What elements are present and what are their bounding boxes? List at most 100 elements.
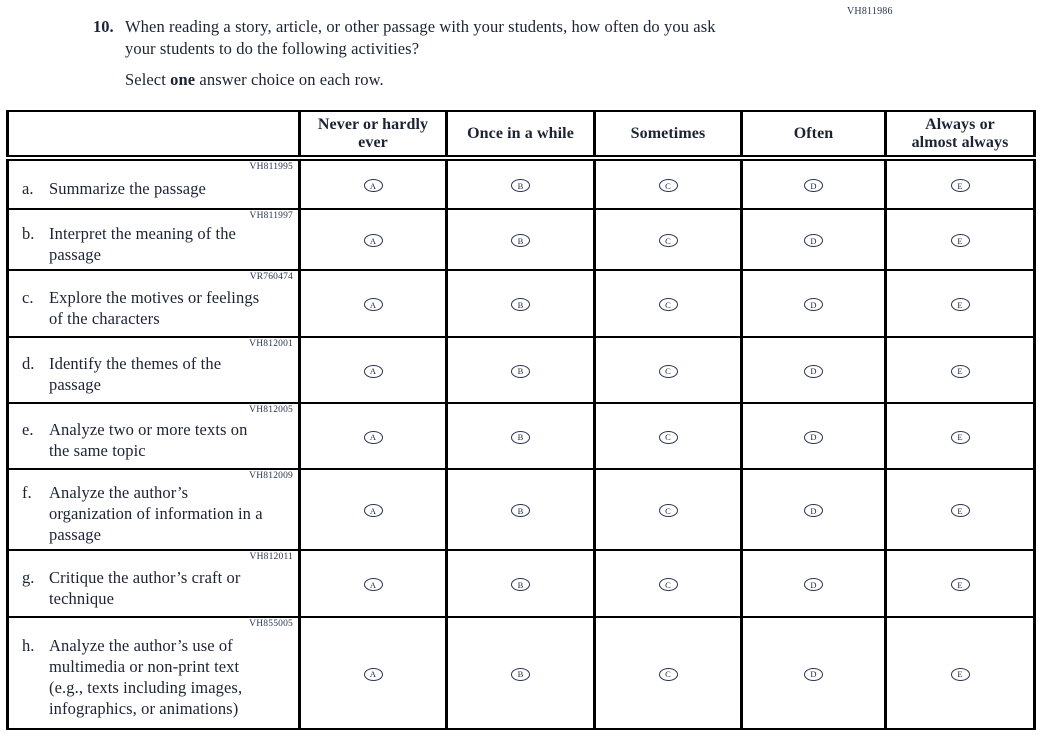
option-bubble-b[interactable]: B [511, 179, 530, 193]
option-bubble-c[interactable]: C [658, 298, 678, 312]
option-cell: B [445, 549, 596, 618]
option-bubble-c[interactable]: C [658, 234, 678, 248]
column-header-once-in-a-while: Once in a while [445, 110, 596, 161]
option-bubble-b[interactable]: B [511, 667, 530, 681]
option-letter: A [369, 505, 377, 516]
row-label-cell: VH812009 f. Analyze the author’s organiz… [6, 468, 301, 551]
option-bubble-c[interactable]: C [658, 430, 678, 444]
option-letter: B [517, 366, 524, 376]
option-cell: E [884, 468, 1036, 551]
option-bubble-b[interactable]: B [511, 364, 530, 378]
item-code: VH812009 [249, 471, 293, 481]
option-bubble-c[interactable]: C [658, 364, 678, 378]
option-letter: E [957, 669, 963, 679]
table-row-d: VH812001 d. Identify the themes of the p… [6, 336, 1036, 404]
instruction-prefix: Select [125, 70, 171, 89]
option-bubble-a[interactable]: A [363, 364, 383, 378]
option-bubble-d[interactable]: D [804, 667, 823, 681]
instruction-suffix: answer choice on each row. [195, 70, 384, 89]
option-bubble-e[interactable]: E [950, 578, 970, 592]
option-bubble-b[interactable]: B [511, 298, 530, 312]
question-text: When reading a story, article, or other … [125, 17, 716, 58]
item-label: Explore the motives or feelings of the c… [49, 287, 260, 328]
option-bubble-d[interactable]: D [804, 234, 823, 248]
option-cell: C [593, 336, 743, 404]
option-cell: D [740, 549, 887, 618]
option-bubble-e[interactable]: E [950, 667, 970, 681]
option-bubble-e[interactable]: E [950, 234, 970, 248]
table-row-e: VH812005 e. Analyze two or more texts on… [6, 402, 1036, 470]
header-blank-cell [6, 110, 301, 161]
table-row-f: VH812009 f. Analyze the author’s organiz… [6, 468, 1036, 551]
option-bubble-e[interactable]: E [950, 430, 970, 444]
option-bubble-c[interactable]: C [658, 179, 678, 193]
option-bubble-c[interactable]: C [658, 578, 678, 592]
option-letter: A [369, 366, 377, 376]
option-letter: C [665, 579, 671, 590]
option-cell: D [740, 402, 887, 470]
option-bubble-a[interactable]: A [363, 234, 383, 248]
option-bubble-e[interactable]: E [950, 179, 970, 193]
response-matrix-table: Never or hardly ever Once in a while Som… [6, 110, 1036, 730]
option-cell: B [445, 208, 596, 271]
option-letter: D [810, 299, 817, 310]
option-bubble-d[interactable]: D [804, 179, 823, 193]
option-bubble-e[interactable]: E [950, 298, 970, 312]
option-cell: B [445, 157, 596, 210]
option-cell: E [884, 616, 1036, 730]
item-letter: e. [22, 420, 34, 439]
option-letter: B [517, 235, 524, 246]
item-letter: b. [22, 223, 35, 243]
option-bubble-d[interactable]: D [804, 578, 823, 592]
option-bubble-e[interactable]: E [950, 364, 970, 378]
option-bubble-d[interactable]: D [804, 504, 823, 518]
option-bubble-a[interactable]: A [363, 504, 383, 518]
option-bubble-b[interactable]: B [511, 430, 530, 444]
option-cell: C [593, 549, 743, 618]
item-letter: a. [22, 179, 34, 198]
option-bubble-b[interactable]: B [511, 504, 530, 518]
option-bubble-b[interactable]: B [511, 578, 530, 592]
option-bubble-c[interactable]: C [658, 667, 678, 681]
option-bubble-e[interactable]: E [950, 504, 970, 518]
option-bubble-a[interactable]: A [363, 667, 383, 681]
header-row: Never or hardly ever Once in a while Som… [6, 110, 1036, 161]
option-letter: A [369, 180, 377, 191]
option-letter: E [957, 432, 963, 442]
option-cell: E [884, 208, 1036, 271]
option-bubble-d[interactable]: D [804, 430, 823, 444]
option-letter: A [369, 432, 377, 442]
row-label-cell: VH855005 h. Analyze the author’s use of … [6, 616, 301, 730]
option-cell: E [884, 336, 1036, 404]
option-cell: B [445, 336, 596, 404]
instruction-bold-word: one [170, 70, 196, 89]
option-bubble-a[interactable]: A [363, 298, 383, 312]
option-letter: E [957, 505, 963, 516]
option-bubble-c[interactable]: C [658, 504, 678, 518]
option-cell: D [740, 269, 887, 338]
option-bubble-d[interactable]: D [804, 298, 823, 312]
option-bubble-a[interactable]: A [363, 430, 383, 444]
item-code: VH855005 [249, 619, 293, 629]
table-row-c: VR760474 c. Explore the motives or feeli… [6, 269, 1036, 338]
option-bubble-a[interactable]: A [363, 578, 383, 592]
option-cell: A [298, 157, 448, 210]
option-cell: C [593, 402, 743, 470]
option-letter: E [957, 299, 963, 310]
table-row-h: VH855005 h. Analyze the author’s use of … [6, 616, 1036, 730]
option-letter: C [665, 432, 671, 442]
option-cell: D [740, 616, 887, 730]
option-bubble-d[interactable]: D [804, 364, 823, 378]
option-bubble-a[interactable]: A [363, 179, 383, 193]
item-code: VH811995 [249, 162, 293, 172]
option-cell: C [593, 468, 743, 551]
option-letter: D [810, 579, 817, 590]
option-bubble-b[interactable]: B [511, 234, 530, 248]
option-cell: D [740, 157, 887, 210]
column-header-never-or-hardly-ever: Never or hardly ever [298, 110, 448, 161]
option-cell: E [884, 402, 1036, 470]
option-letter: A [369, 235, 377, 246]
option-letter: C [665, 235, 671, 246]
option-cell: D [740, 208, 887, 271]
